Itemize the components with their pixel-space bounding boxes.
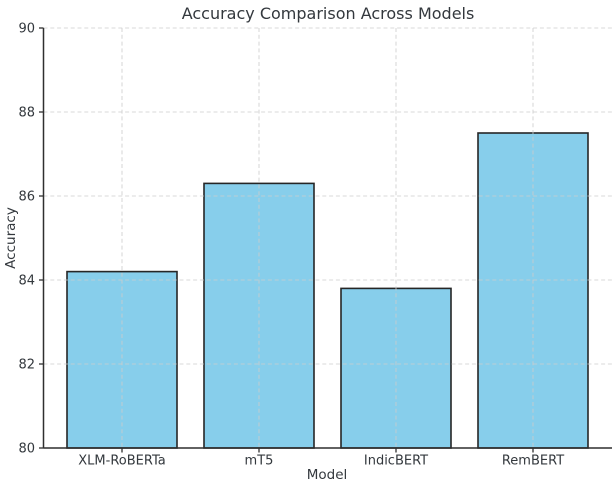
y-tick-label: 80 — [18, 442, 35, 457]
gridlines — [43, 27, 612, 448]
y-tick-label: 82 — [18, 358, 35, 373]
x-tick-label: mT5 — [245, 454, 274, 469]
y-tick-label: 86 — [18, 190, 35, 205]
tick-labels: 80 82 84 86 88 90 XLM-RoBERTa mT5 IndicBERT RemBE… — [18, 22, 564, 469]
x-tick-label: XLM-RoBERTa — [78, 454, 165, 469]
bars — [66, 132, 589, 449]
y-axis-label: Accuracy — [3, 207, 19, 269]
y-tick-label: 90 — [18, 22, 35, 37]
x-tick-label: IndicBERT — [364, 454, 428, 469]
axes — [42, 28, 612, 449]
y-tick-label: 84 — [18, 274, 35, 289]
x-axis-label: Model — [307, 467, 348, 483]
bar — [66, 270, 178, 449]
chart-title: Accuracy Comparison Across Models — [182, 4, 475, 23]
tick-marks — [39, 27, 534, 453]
y-tick-label: 88 — [18, 106, 35, 121]
x-tick-label: RemBERT — [502, 454, 564, 469]
